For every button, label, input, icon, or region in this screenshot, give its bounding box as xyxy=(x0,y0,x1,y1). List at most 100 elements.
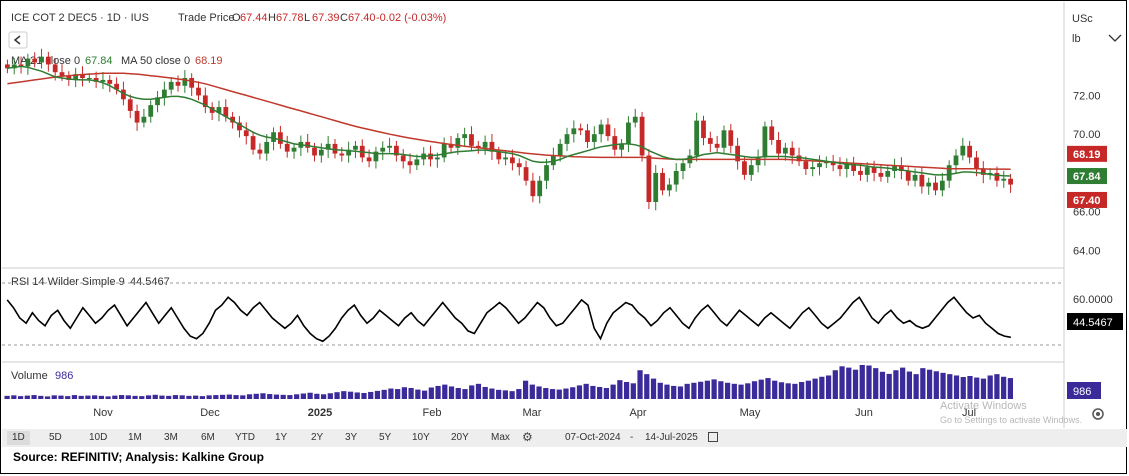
volume-bar xyxy=(1007,378,1013,399)
volume-bar xyxy=(219,394,226,399)
range-button-1m[interactable]: 1M xyxy=(128,432,142,443)
collapse-button[interactable] xyxy=(8,31,28,49)
candle-body xyxy=(407,161,413,166)
volume-bar xyxy=(549,389,556,399)
volume-bar xyxy=(704,380,710,399)
volume-bar xyxy=(448,386,455,399)
volume-bar xyxy=(347,391,354,399)
range-button-5d[interactable]: 5D xyxy=(49,432,62,443)
range-button-1y[interactable]: 1Y xyxy=(275,432,288,443)
range-button-1d[interactable]: 1D xyxy=(7,431,30,445)
range-button-3y[interactable]: 3Y xyxy=(345,432,358,443)
rsi-tick-label: 60.0000 xyxy=(1073,294,1113,306)
volume-bar xyxy=(536,386,542,399)
candle-body xyxy=(919,174,925,187)
candle-body xyxy=(578,128,584,131)
range-button-20y[interactable]: 20Y xyxy=(451,432,469,443)
candle-body xyxy=(878,172,884,177)
candle-body xyxy=(598,124,604,135)
candle-body xyxy=(291,147,297,152)
volume-bar xyxy=(866,365,872,399)
close-badge xyxy=(1067,191,1107,208)
volume-series xyxy=(4,365,1013,399)
candle-body xyxy=(742,161,747,175)
volume-bar xyxy=(44,396,51,399)
volume-bar xyxy=(186,395,192,399)
range-button-6m[interactable]: 6M xyxy=(201,432,215,443)
volume-bar xyxy=(354,392,360,399)
volume-bar xyxy=(11,395,17,399)
range-button-10y[interactable]: 10Y xyxy=(412,432,430,443)
candle-body xyxy=(305,141,311,148)
volume-bar xyxy=(502,390,508,399)
ma21-line xyxy=(7,65,1011,177)
range-button-5y[interactable]: 5Y xyxy=(379,432,392,443)
candle-body xyxy=(271,132,276,142)
settings-gear-icon[interactable] xyxy=(1092,408,1104,420)
ohlc-value: 67.40 xyxy=(348,12,376,24)
volume-bar xyxy=(401,387,407,399)
volume-bar xyxy=(879,371,886,399)
candle-body xyxy=(810,167,816,170)
candle-body xyxy=(434,157,440,160)
candle-body xyxy=(373,151,379,162)
range-button-2y[interactable]: 2Y xyxy=(311,432,324,443)
volume-bar xyxy=(671,385,677,399)
rsi-badge-text: 44.5467 xyxy=(1073,317,1113,329)
candle-body xyxy=(161,89,167,98)
volume-bar xyxy=(570,387,576,399)
volume-bar xyxy=(785,383,791,399)
volume-bar xyxy=(825,375,832,399)
volume-bar xyxy=(583,383,589,399)
volume-bar xyxy=(751,381,758,399)
volume-bar xyxy=(4,395,10,399)
settings-small-icon[interactable]: ⚙ xyxy=(522,430,533,444)
ma50-legend-value: 68.19 xyxy=(195,55,223,67)
volume-bar xyxy=(442,384,448,399)
price-type: Trade Price xyxy=(178,12,234,24)
candle-body xyxy=(748,165,754,175)
volume-bar xyxy=(846,367,852,399)
candle-body xyxy=(626,122,631,144)
volume-bar xyxy=(455,388,461,399)
candle-body xyxy=(387,145,392,148)
calendar-icon[interactable] xyxy=(708,432,718,442)
volume-bar xyxy=(92,395,98,399)
candle-body xyxy=(817,163,822,168)
range-button-10d[interactable]: 10D xyxy=(89,432,108,443)
volume-bar xyxy=(408,388,414,399)
date-to[interactable]: 14-Jul-2025 xyxy=(645,432,698,443)
x-tick-label: Mar xyxy=(523,407,542,419)
volume-bar xyxy=(98,395,104,399)
rsi-legend-label: RSI 14 Wilder Simple 9 xyxy=(11,276,125,288)
candle-body xyxy=(789,147,795,156)
volume-bar xyxy=(812,378,818,399)
candle-body xyxy=(489,141,495,152)
ma50-badge-text: 68.19 xyxy=(1073,149,1101,161)
candle-body xyxy=(141,116,147,123)
volume-bar xyxy=(125,395,131,399)
candle-body xyxy=(237,122,242,131)
volume-bar xyxy=(475,383,482,399)
volume-bar xyxy=(381,389,387,399)
volume-bar xyxy=(246,394,253,399)
range-button-max[interactable]: Max xyxy=(491,432,510,443)
candle-body xyxy=(871,167,877,173)
price-badges: 68.19 67.84 67.40 xyxy=(1067,145,1107,208)
volume-bar xyxy=(51,395,57,399)
x-tick-label: Feb xyxy=(423,407,442,419)
chevron-down-icon[interactable] xyxy=(1108,34,1122,42)
volume-bar xyxy=(462,389,468,399)
range-button-ytd[interactable]: YTD xyxy=(235,432,255,443)
volume-bar xyxy=(657,382,663,399)
ma21-badge xyxy=(1067,168,1107,185)
x-tick-label: Jun xyxy=(855,407,873,419)
date-from[interactable]: 07-Oct-2024 xyxy=(565,432,621,443)
range-button-3m[interactable]: 3M xyxy=(164,432,178,443)
ohlc-readout: O 67.44 H 67.78 L 67.39 C 67.40 xyxy=(232,12,376,24)
candle-body xyxy=(782,147,788,154)
candle-body xyxy=(475,145,481,148)
candle-body xyxy=(564,134,570,144)
volume-bar xyxy=(166,395,172,399)
candle-body xyxy=(230,116,236,123)
